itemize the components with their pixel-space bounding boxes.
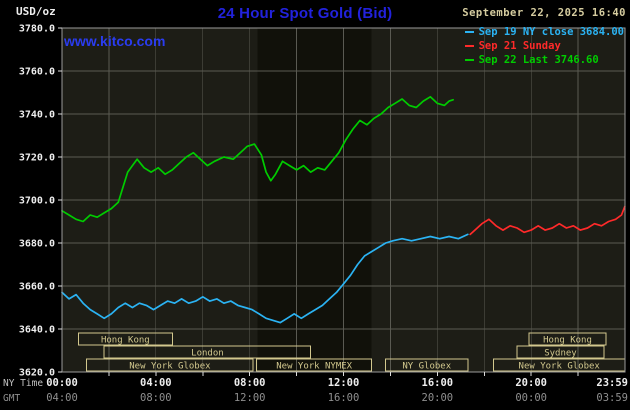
x-axis-label-gmt: 00:00 [515, 392, 547, 404]
legend-label: Sep 22 Last 3746.60 [478, 54, 599, 66]
y-axis-label: 3620.0 [19, 368, 55, 379]
x-axis-label-ny: 20:00 [515, 377, 547, 389]
y-axis-label: 3640.0 [19, 325, 55, 336]
session-label: Hong Kong [543, 336, 592, 346]
legend: Sep 19 NY close 3684.00 Sep 21 Sunday Sep … [464, 25, 624, 67]
y-axis-label: 3760.0 [19, 67, 55, 78]
session-box-hong-kong-pm [528, 332, 607, 346]
x-axis-label-ny: 04:00 [140, 377, 172, 389]
session-box-ny-globex-early [86, 358, 254, 372]
legend-item-sep22: Sep 22 Last 3746.60 [464, 53, 624, 67]
units-label: USD/oz [16, 5, 56, 18]
session-label: Hong Kong [101, 336, 150, 346]
session-label: New York Globex [519, 362, 601, 372]
y-axis-label: 3780.0 [19, 24, 55, 35]
session-box-ny-nymex [256, 358, 373, 372]
session-box-london [103, 345, 312, 359]
legend-item-sep19: Sep 19 NY close 3684.00 [464, 25, 624, 39]
kitco-watermark-link[interactable]: www.kitco.com [64, 33, 166, 49]
legend-line-icon [464, 45, 474, 47]
x-axis-label-ny: 23:59 [596, 377, 628, 389]
x-axis-label-gmt: 08:00 [140, 392, 172, 404]
price-line-sep21 [469, 205, 626, 236]
y-axis-label: 3740.0 [19, 110, 55, 121]
legend-line-icon [464, 31, 474, 33]
chart-title: 24 Hour Spot Gold (Bid) [217, 5, 393, 22]
y-axis-label: 3700.0 [19, 196, 55, 207]
x-axis-label-gmt: 16:00 [328, 392, 360, 404]
x-axis-label-ny: 12:00 [328, 377, 360, 389]
session-label: Sydney [544, 349, 577, 359]
x-axis-label-gmt: 12:00 [234, 392, 266, 404]
session-box-hong-kong-am [77, 332, 173, 346]
y-axis-label: 3720.0 [19, 153, 55, 164]
session-label: New York Globex [129, 362, 211, 372]
datetime-label: September 22, 2025 16:40 [462, 7, 626, 19]
session-box-ny-globex-mid [385, 358, 469, 372]
legend-item-sep21: Sep 21 Sunday [464, 39, 624, 53]
y-axis-label: 3660.0 [19, 282, 55, 293]
legend-label: Sep 19 NY close 3684.00 [478, 26, 624, 38]
ny-time-row-label: NY Time [3, 378, 43, 389]
session-box-sydney [516, 345, 605, 359]
session-label: New York NYMEX [276, 362, 352, 372]
legend-label: Sep 21 Sunday [478, 40, 561, 52]
x-axis-label-gmt: 20:00 [422, 392, 454, 404]
x-axis-label-gmt: 03:59 [596, 392, 628, 404]
session-label: NY Globex [402, 362, 451, 372]
x-axis-label-ny: 00:00 [46, 377, 78, 389]
x-axis-label-ny: 16:00 [422, 377, 454, 389]
x-axis-label-gmt: 04:00 [46, 392, 78, 404]
x-axis-label-ny: 08:00 [234, 377, 266, 389]
price-line-sep22 [61, 95, 454, 223]
gmt-row-label: GMT [3, 393, 20, 404]
y-axis-label: 3680.0 [19, 239, 55, 250]
price-line-sep19 [61, 233, 469, 324]
session-label: London [191, 349, 224, 359]
legend-line-icon [464, 59, 474, 61]
